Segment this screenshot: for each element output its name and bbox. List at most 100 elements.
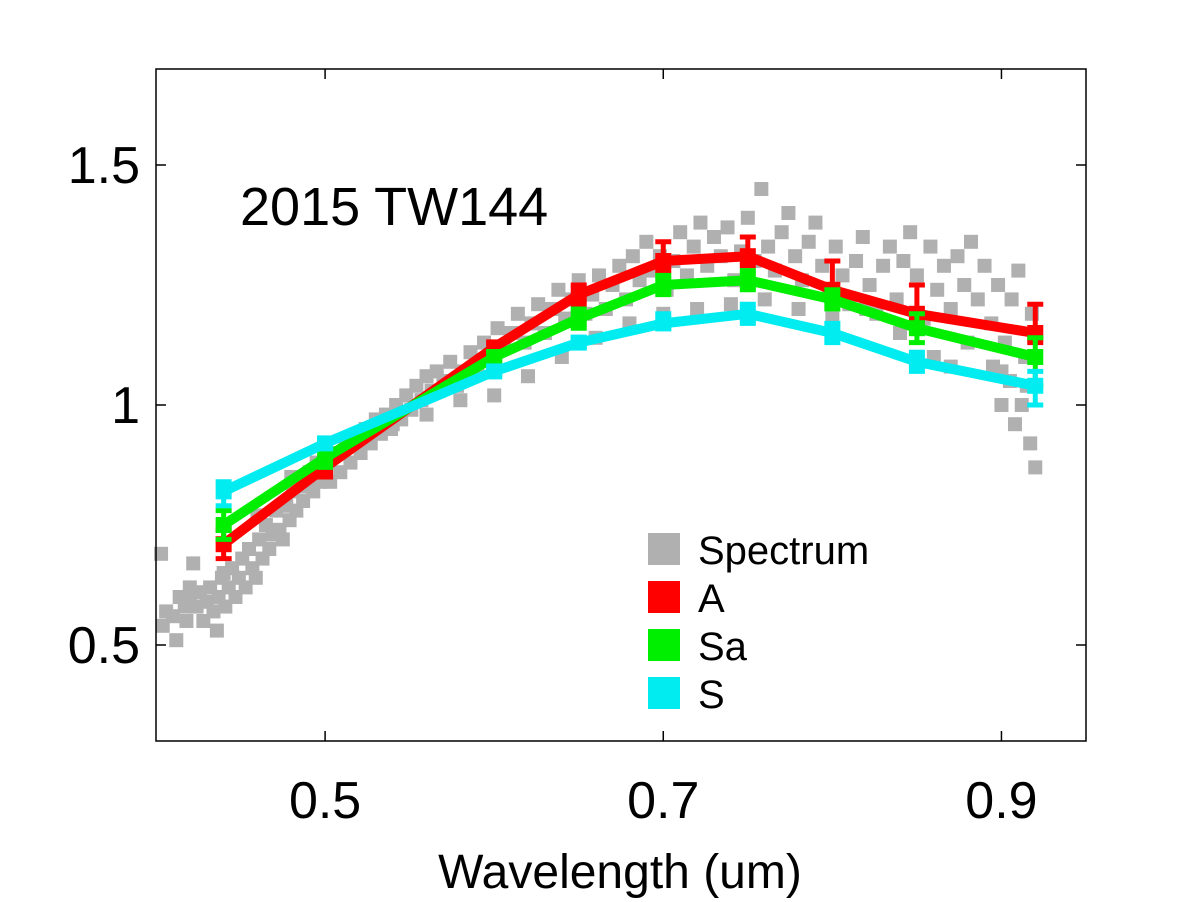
- legend-label: A: [698, 577, 725, 621]
- spectrum-point: [1004, 292, 1019, 307]
- spectrum-point: [551, 282, 566, 297]
- x-axis-label: Wavelength (um): [438, 846, 802, 899]
- spectrum-point: [693, 215, 708, 230]
- data-point: [486, 349, 503, 365]
- spectrum-point: [443, 354, 458, 369]
- spectrum-point: [165, 609, 180, 624]
- spectrum-point: [206, 604, 221, 619]
- legend-swatch: [648, 629, 680, 661]
- spectrum-point: [673, 225, 688, 240]
- spectrum-point: [592, 268, 607, 283]
- spectrum-point: [1023, 436, 1038, 451]
- ticks-layer: 0.5 0.7 0.9 0.5 1 1.5: [68, 69, 1086, 830]
- spectrum-point: [930, 282, 945, 297]
- spectrum-point: [262, 542, 277, 556]
- data-point: [739, 248, 756, 265]
- spectrum-point: [970, 292, 985, 307]
- spectrum-point: [964, 234, 979, 249]
- legend-swatch: [648, 677, 680, 709]
- y-tick-label: 1.5: [68, 137, 140, 195]
- data-point: [824, 291, 841, 308]
- spectrum-point: [209, 623, 224, 638]
- spectrum-point: [510, 306, 525, 321]
- spectrum-point: [849, 254, 864, 268]
- spectrum-point: [740, 210, 755, 225]
- spectrum-point: [275, 532, 290, 547]
- x-tick-label: 0.9: [965, 772, 1037, 830]
- series-s: [215, 301, 1044, 509]
- spectrum-point: [903, 225, 918, 240]
- spectrum-point: [612, 258, 627, 273]
- y-tick-label: 1: [111, 377, 140, 435]
- spectrum-point: [808, 215, 823, 230]
- chart-title: 2015 TW144: [240, 177, 548, 237]
- spectrum-point: [754, 182, 769, 196]
- spectrum-point: [977, 258, 992, 273]
- legend-label: S: [698, 673, 725, 717]
- spectrum-point: [893, 326, 907, 340]
- spectrum-point: [169, 633, 184, 648]
- data-point: [655, 253, 672, 269]
- spectrum-point: [1011, 263, 1026, 278]
- legend-item-sa: Sa: [648, 625, 748, 669]
- legend-label: Sa: [698, 625, 748, 669]
- spectrum-point: [216, 566, 231, 580]
- series-layer: [215, 234, 1044, 562]
- spectrum-point: [639, 234, 654, 249]
- data-point: [739, 305, 756, 322]
- spectrum-point: [896, 254, 911, 268]
- legend-label: Spectrum: [698, 529, 869, 573]
- spectrum-point: [943, 302, 958, 316]
- legend-item-s: S: [648, 673, 725, 717]
- spectrum-point: [828, 239, 843, 254]
- legend-item-a: A: [648, 577, 725, 621]
- spectrum-point: [625, 249, 640, 264]
- spectrum-point: [757, 292, 772, 307]
- x-tick-label: 0.5: [289, 772, 361, 830]
- spectrum-point: [1028, 460, 1043, 475]
- spectrum-point: [686, 239, 701, 254]
- spectrum-point: [950, 249, 965, 264]
- legend-item-spectrum: Spectrum: [648, 529, 869, 573]
- spectrum-point: [1014, 398, 1029, 412]
- data-point: [655, 315, 672, 332]
- spectrum-point: [936, 258, 951, 273]
- y-tick-label: 0.5: [68, 617, 140, 675]
- data-point: [908, 353, 925, 370]
- spectrum-point: [781, 206, 796, 220]
- data-point: [317, 435, 334, 452]
- spectrum-point: [909, 268, 924, 283]
- data-point: [570, 334, 587, 351]
- spectrum-point: [957, 278, 972, 292]
- x-tick-label: 0.7: [627, 772, 699, 830]
- data-point: [739, 272, 756, 289]
- spectrum-point: [835, 268, 850, 283]
- spectrum-point: [720, 220, 735, 235]
- spectrum-point: [862, 278, 877, 292]
- data-point: [1027, 349, 1044, 365]
- data-point: [215, 483, 232, 500]
- spectrum-point: [923, 239, 938, 254]
- spectrum-point: [791, 302, 806, 316]
- spectrum-point: [882, 239, 897, 254]
- spectrum-point: [182, 580, 197, 595]
- data-point: [215, 517, 232, 533]
- data-point: [1027, 377, 1044, 394]
- spectrum-point: [154, 546, 169, 561]
- spectrum-point: [690, 302, 705, 316]
- data-point: [824, 325, 841, 341]
- spectrum-point: [521, 369, 535, 384]
- data-point: [317, 449, 334, 466]
- legend-swatch: [648, 533, 680, 565]
- legend-swatch: [648, 581, 680, 613]
- spectrum-point: [855, 230, 870, 244]
- data-point: [486, 363, 503, 380]
- spectrum-point: [788, 249, 803, 264]
- data-point: [908, 320, 925, 337]
- data-point: [655, 277, 672, 293]
- spectrum-point: [490, 321, 505, 336]
- spectrum-point: [487, 388, 502, 403]
- spectrum-point: [531, 297, 546, 312]
